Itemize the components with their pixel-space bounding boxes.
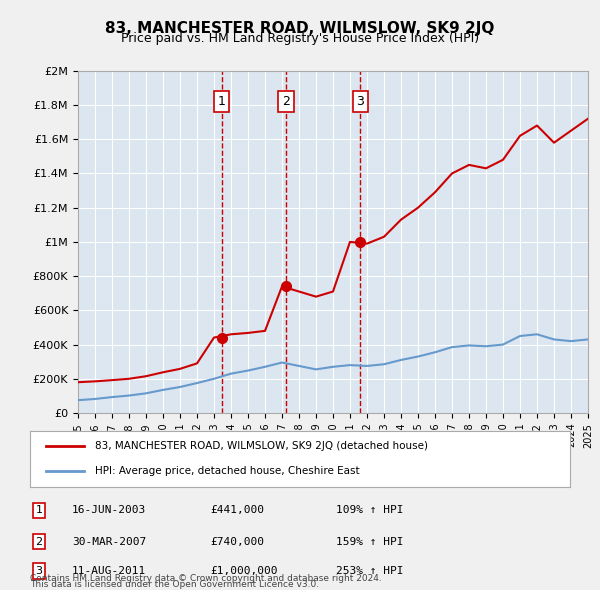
Text: 1: 1 xyxy=(218,95,226,108)
Text: 109% ↑ HPI: 109% ↑ HPI xyxy=(336,506,404,515)
Text: Contains HM Land Registry data © Crown copyright and database right 2024.: Contains HM Land Registry data © Crown c… xyxy=(30,574,382,583)
Text: HPI: Average price, detached house, Cheshire East: HPI: Average price, detached house, Ches… xyxy=(95,466,359,476)
Text: 16-JUN-2003: 16-JUN-2003 xyxy=(72,506,146,515)
Text: £441,000: £441,000 xyxy=(210,506,264,515)
Text: 3: 3 xyxy=(35,566,43,576)
Text: Price paid vs. HM Land Registry's House Price Index (HPI): Price paid vs. HM Land Registry's House … xyxy=(121,32,479,45)
Text: £1,000,000: £1,000,000 xyxy=(210,566,277,576)
Text: 159% ↑ HPI: 159% ↑ HPI xyxy=(336,537,404,546)
Text: 2: 2 xyxy=(282,95,290,108)
Text: 253% ↑ HPI: 253% ↑ HPI xyxy=(336,566,404,576)
Text: 83, MANCHESTER ROAD, WILMSLOW, SK9 2JQ (detached house): 83, MANCHESTER ROAD, WILMSLOW, SK9 2JQ (… xyxy=(95,441,428,451)
Text: 30-MAR-2007: 30-MAR-2007 xyxy=(72,537,146,546)
Text: £740,000: £740,000 xyxy=(210,537,264,546)
Text: This data is licensed under the Open Government Licence v3.0.: This data is licensed under the Open Gov… xyxy=(30,580,319,589)
Text: 1: 1 xyxy=(35,506,43,515)
Text: 3: 3 xyxy=(356,95,364,108)
Text: 2: 2 xyxy=(35,537,43,546)
Text: 83, MANCHESTER ROAD, WILMSLOW, SK9 2JQ: 83, MANCHESTER ROAD, WILMSLOW, SK9 2JQ xyxy=(106,21,494,35)
Text: 11-AUG-2011: 11-AUG-2011 xyxy=(72,566,146,576)
